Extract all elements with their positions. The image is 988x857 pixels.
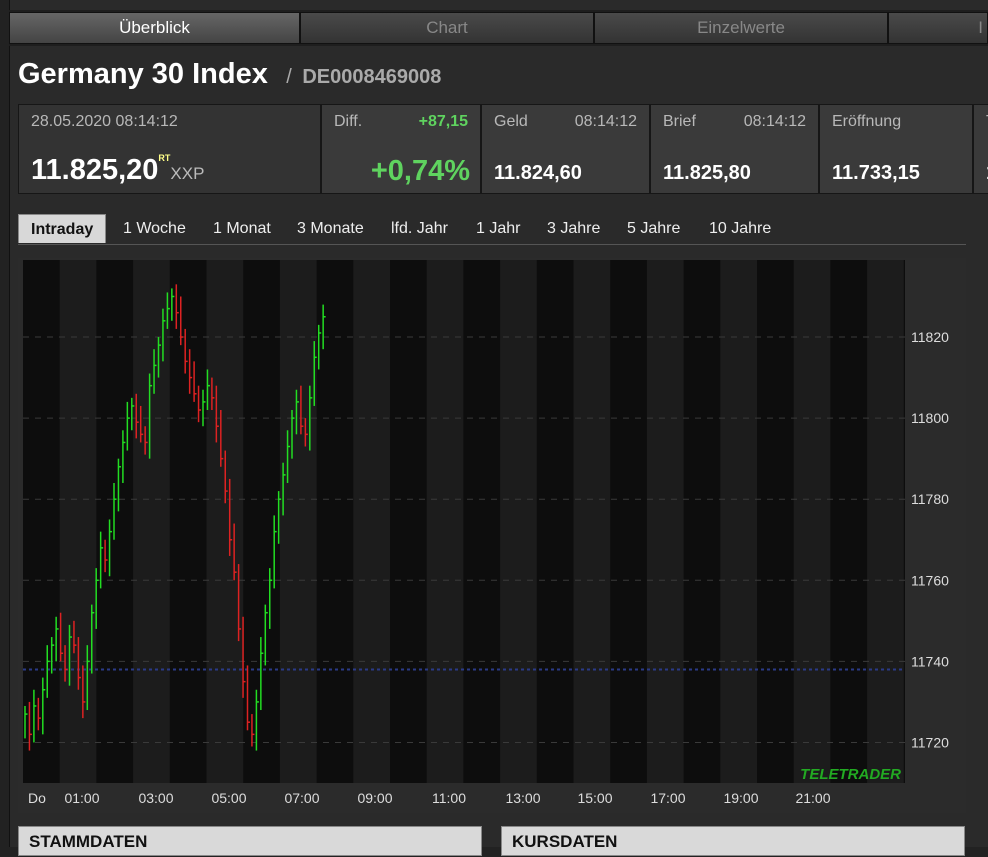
y-tick-label: 11800: [911, 410, 949, 426]
x-tick-label: 13:00: [505, 790, 540, 806]
time-band: [793, 260, 831, 783]
diff-label: Diff.: [334, 113, 363, 130]
time-band: [133, 260, 170, 783]
bid-box: Geld 08:14:12 11.824,60: [481, 104, 650, 194]
open-label: Eröffnung: [832, 113, 902, 130]
ask-box: Brief 08:14:12 11.825,80: [650, 104, 819, 194]
time-band: [573, 260, 611, 783]
tab-ueberblick[interactable]: Überblick: [9, 12, 300, 44]
time-band: [867, 260, 904, 783]
bid-label: Geld: [494, 113, 528, 130]
x-tick-label: 17:00: [650, 790, 685, 806]
intraday-chart[interactable]: 11820 11800 11780 11760 11740 11720 Do 01:00 03:…: [18, 258, 966, 813]
bid-value: 11.824,60: [494, 162, 582, 184]
range-1-woche[interactable]: 1 Woche: [123, 220, 186, 237]
teletrader-logo: TELETRADER: [800, 766, 901, 783]
range-5-jahre[interactable]: 5 Jahre: [627, 220, 681, 237]
last-price-value: 11.825,20: [31, 154, 159, 186]
ask-time: 08:14:12: [743, 113, 806, 130]
top-tab-bar: Überblick Chart Einzelwerte I: [9, 10, 988, 46]
realtime-badge: RT: [158, 152, 171, 163]
next-box: T 1: [973, 104, 988, 194]
range-3-monate[interactable]: 3 Monate: [297, 220, 364, 237]
x-tick-label: 09:00: [357, 790, 392, 806]
time-band: [720, 260, 757, 783]
x-tick-label: Do: [28, 790, 46, 806]
tab-einzelwerte[interactable]: Einzelwerte: [594, 12, 888, 44]
section-kursdaten[interactable]: KURSDATEN: [501, 826, 965, 856]
x-tick-label: 15:00: [577, 790, 612, 806]
y-tick-label: 11740: [911, 653, 949, 669]
page-title: Germany 30 Index: [18, 58, 268, 90]
ask-label: Brief: [663, 113, 696, 130]
time-band: [59, 260, 97, 783]
x-tick-label: 19:00: [723, 790, 758, 806]
price-box: 28.05.2020 08:14:12 11.825,20RTXXP: [18, 104, 321, 194]
time-band: [353, 260, 390, 783]
range-1-monat[interactable]: 1 Monat: [213, 220, 271, 237]
range-intraday[interactable]: Intraday: [18, 214, 107, 243]
open-box: Eröffnung 11.733,15: [819, 104, 973, 194]
isin-label: DE0008469008: [302, 66, 442, 88]
x-tick-label: 07:00: [284, 790, 319, 806]
exchange-label: XXP: [170, 164, 205, 183]
x-tick-label: 03:00: [138, 790, 173, 806]
open-value: 11.733,15: [832, 162, 920, 184]
diff-percent: +0,74%: [370, 155, 470, 187]
instrument-header: Germany 30 Index / DE0008469008: [18, 58, 441, 94]
time-band: [426, 260, 464, 783]
last-price: 11.825,20RTXXP: [31, 152, 205, 187]
section-stammdaten[interactable]: STAMMDATEN: [18, 826, 482, 856]
y-tick-label: 11720: [911, 734, 949, 750]
y-tick-label: 11760: [911, 572, 949, 588]
time-band: [206, 260, 244, 783]
range-tab-bar: Intraday 1 Woche 1 Monat 3 Monate lfd. J…: [18, 214, 966, 245]
next-label: T: [986, 113, 988, 131]
tab-more[interactable]: I: [888, 12, 988, 44]
time-band: [279, 260, 317, 783]
time-band: [646, 260, 684, 783]
plot-area: [23, 260, 905, 783]
tab-chart[interactable]: Chart: [300, 12, 594, 44]
quote-datetime: 28.05.2020 08:14:12: [31, 113, 178, 130]
x-tick-label: 11:00: [432, 790, 466, 806]
y-tick-label: 11820: [911, 329, 949, 345]
next-value: 1: [986, 162, 988, 185]
y-tick-label: 11780: [911, 491, 949, 507]
x-tick-label: 21:00: [795, 790, 830, 806]
range-lfd-jahr[interactable]: lfd. Jahr: [391, 220, 448, 237]
diff-box: Diff. +87,15 +0,74%: [321, 104, 481, 194]
x-tick-label: 01:00: [64, 790, 99, 806]
title-separator: /: [286, 66, 292, 88]
bid-time: 08:14:12: [574, 113, 637, 130]
time-band: [500, 260, 537, 783]
chart-svg: 11820 11800 11780 11760 11740 11720 Do 01:00 03:…: [23, 260, 949, 806]
range-10-jahre[interactable]: 10 Jahre: [709, 220, 772, 237]
ask-value: 11.825,80: [663, 162, 751, 184]
range-1-jahr[interactable]: 1 Jahr: [476, 220, 521, 237]
x-tick-label: 05:00: [211, 790, 246, 806]
range-3-jahre[interactable]: 3 Jahre: [547, 220, 601, 237]
diff-absolute: +87,15: [418, 113, 468, 130]
